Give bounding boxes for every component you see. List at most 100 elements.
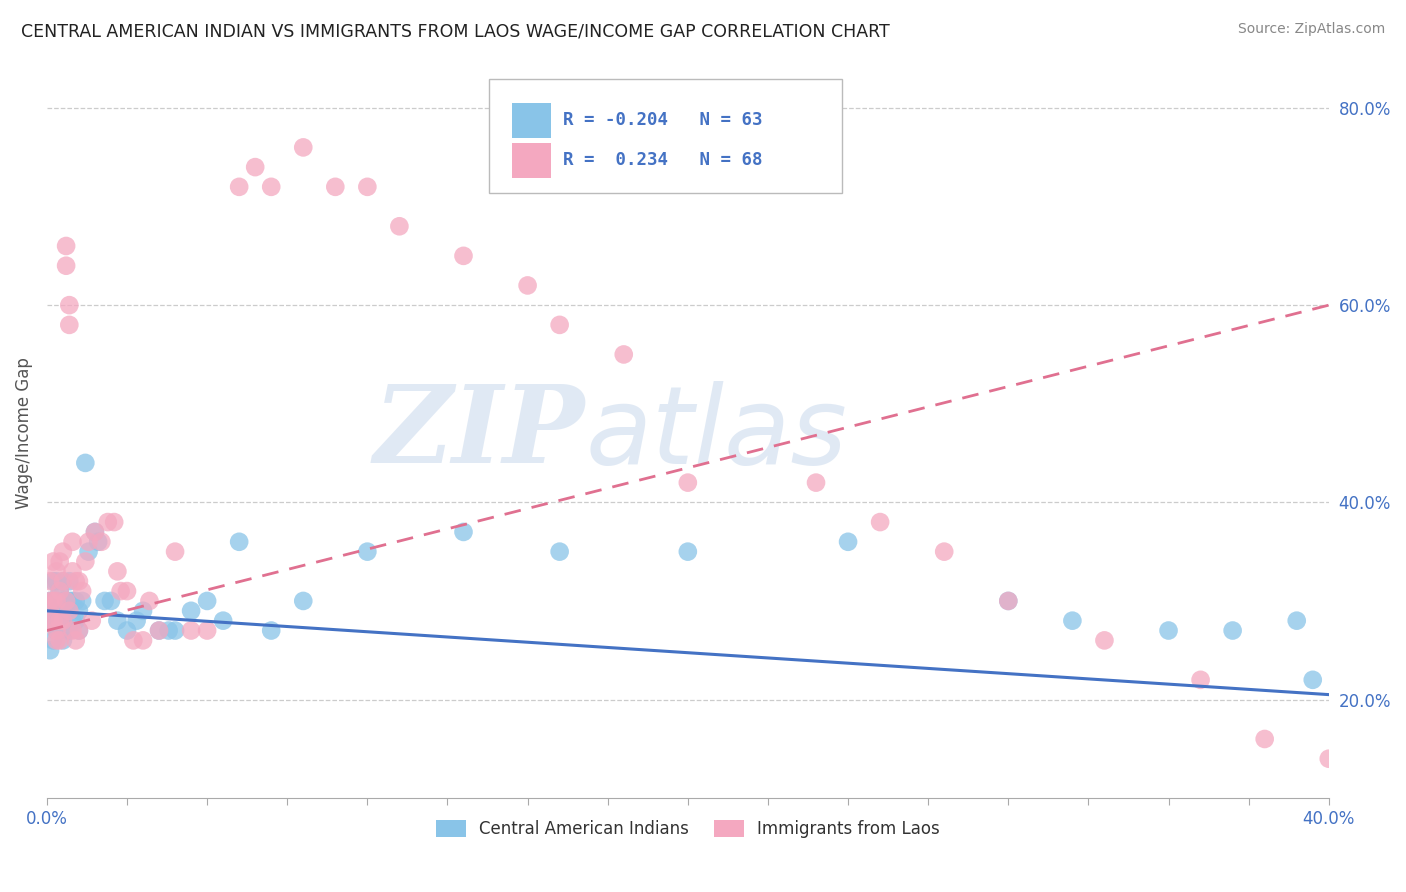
- Point: [804, 475, 827, 490]
- Point: [67, 574, 90, 589]
- Point: [212, 614, 235, 628]
- Point: [48, 584, 70, 599]
- Point: [77, 534, 100, 549]
- Point: [39, 614, 62, 628]
- Point: [39, 614, 62, 628]
- Point: [122, 633, 145, 648]
- Point: [356, 179, 378, 194]
- Point: [45, 633, 67, 648]
- Point: [42, 614, 65, 628]
- Point: [65, 574, 87, 589]
- Point: [1094, 633, 1116, 648]
- Point: [58, 624, 80, 638]
- Point: [52, 544, 75, 558]
- Point: [45, 604, 67, 618]
- Point: [42, 614, 65, 628]
- Point: [55, 594, 77, 608]
- Point: [67, 624, 90, 638]
- Point: [52, 574, 75, 589]
- Point: [65, 633, 87, 648]
- Bar: [512, 103, 551, 138]
- Point: [67, 624, 90, 638]
- Point: [55, 624, 77, 638]
- Point: [45, 614, 67, 628]
- Point: [39, 594, 62, 608]
- Point: [453, 524, 475, 539]
- Text: R =  0.234   N = 68: R = 0.234 N = 68: [564, 152, 763, 169]
- Point: [55, 594, 77, 608]
- Point: [39, 574, 62, 589]
- Point: [356, 544, 378, 558]
- Point: [115, 624, 138, 638]
- Point: [292, 140, 315, 154]
- Point: [62, 624, 84, 638]
- Point: [58, 594, 80, 608]
- Bar: [512, 143, 551, 178]
- Point: [45, 594, 67, 608]
- Point: [62, 614, 84, 628]
- Point: [45, 565, 67, 579]
- Point: [58, 318, 80, 332]
- Point: [125, 614, 148, 628]
- Point: [548, 318, 571, 332]
- Point: [42, 594, 65, 608]
- Point: [97, 515, 120, 529]
- Point: [180, 624, 202, 638]
- Point: [70, 594, 93, 608]
- Point: [323, 179, 346, 194]
- Point: [260, 624, 283, 638]
- Text: R = -0.204   N = 63: R = -0.204 N = 63: [564, 112, 763, 129]
- Point: [42, 633, 65, 648]
- Text: ZIP: ZIP: [374, 380, 585, 486]
- Point: [148, 624, 170, 638]
- Point: [228, 179, 250, 194]
- Point: [103, 515, 125, 529]
- Point: [65, 594, 87, 608]
- Point: [934, 544, 956, 558]
- Point: [260, 179, 283, 194]
- Point: [93, 594, 115, 608]
- Y-axis label: Wage/Income Gap: Wage/Income Gap: [15, 358, 32, 509]
- Point: [48, 633, 70, 648]
- Point: [388, 219, 411, 234]
- FancyBboxPatch shape: [489, 79, 842, 193]
- Point: [157, 624, 180, 638]
- Legend: Central American Indians, Immigrants from Laos: Central American Indians, Immigrants fro…: [429, 813, 946, 845]
- Point: [80, 614, 103, 628]
- Point: [39, 594, 62, 608]
- Point: [45, 624, 67, 638]
- Point: [292, 594, 315, 608]
- Point: [58, 298, 80, 312]
- Point: [62, 594, 84, 608]
- Point: [165, 544, 187, 558]
- Point: [58, 604, 80, 618]
- Point: [132, 633, 155, 648]
- Point: [997, 594, 1019, 608]
- Point: [52, 594, 75, 608]
- Point: [48, 614, 70, 628]
- Point: [42, 554, 65, 568]
- Point: [75, 456, 97, 470]
- Point: [453, 249, 475, 263]
- Point: [48, 614, 70, 628]
- Point: [55, 259, 77, 273]
- Point: [1317, 752, 1340, 766]
- Point: [837, 534, 859, 549]
- Point: [48, 554, 70, 568]
- Point: [132, 604, 155, 618]
- Point: [613, 347, 636, 361]
- Point: [58, 574, 80, 589]
- Point: [90, 534, 112, 549]
- Point: [100, 594, 122, 608]
- Point: [62, 534, 84, 549]
- Point: [48, 584, 70, 599]
- Point: [84, 524, 107, 539]
- Point: [52, 614, 75, 628]
- Point: [39, 643, 62, 657]
- Point: [165, 624, 187, 638]
- Point: [1302, 673, 1324, 687]
- Point: [45, 624, 67, 638]
- Point: [77, 544, 100, 558]
- Point: [42, 594, 65, 608]
- Point: [997, 594, 1019, 608]
